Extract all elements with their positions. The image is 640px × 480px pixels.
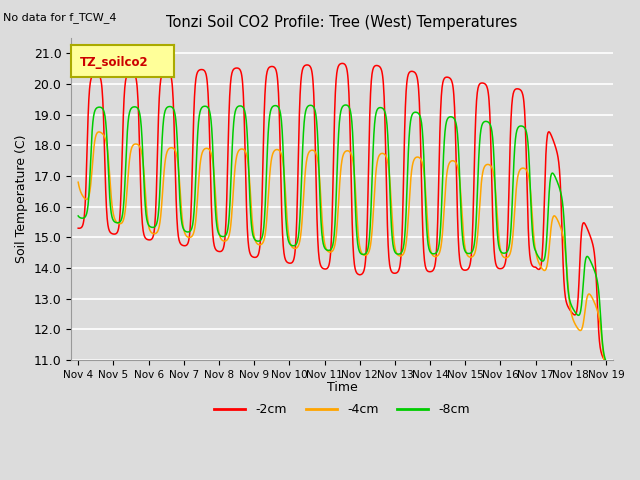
-8cm bbox=[251, 237, 259, 242]
Title: Tonzi Soil CO2 Profile: Tree (West) Temperatures: Tonzi Soil CO2 Profile: Tree (West) Temp… bbox=[166, 15, 518, 30]
-8cm bbox=[540, 258, 547, 264]
-2cm bbox=[179, 242, 187, 248]
-4cm bbox=[424, 228, 432, 234]
-4cm bbox=[540, 267, 547, 273]
-8cm bbox=[179, 224, 187, 230]
-8cm bbox=[493, 227, 501, 233]
-2cm bbox=[424, 268, 432, 274]
Y-axis label: Soil Temperature (C): Soil Temperature (C) bbox=[15, 135, 28, 264]
-4cm bbox=[179, 223, 187, 228]
-2cm bbox=[540, 220, 547, 226]
Line: -4cm: -4cm bbox=[78, 132, 606, 374]
-4cm bbox=[251, 237, 259, 242]
-2cm bbox=[602, 360, 610, 366]
-2cm bbox=[74, 225, 82, 231]
-8cm bbox=[74, 213, 82, 219]
-4cm bbox=[74, 180, 82, 185]
Legend: -2cm, -4cm, -8cm: -2cm, -4cm, -8cm bbox=[209, 398, 475, 421]
-4cm bbox=[493, 211, 501, 216]
-2cm bbox=[339, 60, 346, 66]
Text: No data for f_TCW_4: No data for f_TCW_4 bbox=[3, 12, 116, 23]
-4cm bbox=[602, 371, 610, 377]
-8cm bbox=[602, 359, 610, 364]
-8cm bbox=[424, 241, 432, 247]
-2cm bbox=[192, 79, 200, 84]
X-axis label: Time: Time bbox=[327, 381, 358, 394]
Line: -8cm: -8cm bbox=[78, 105, 606, 361]
-8cm bbox=[192, 180, 200, 185]
-2cm bbox=[251, 254, 259, 260]
-2cm bbox=[493, 264, 501, 270]
Line: -2cm: -2cm bbox=[78, 63, 606, 363]
-4cm bbox=[95, 129, 103, 135]
-8cm bbox=[342, 102, 349, 108]
-4cm bbox=[192, 216, 200, 221]
